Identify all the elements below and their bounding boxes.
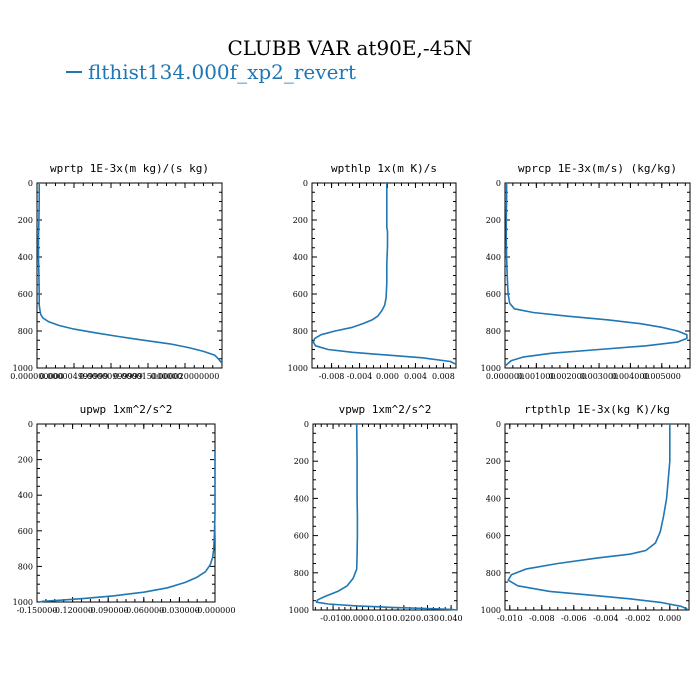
panel-1-ytick-label: 1000 <box>13 364 33 373</box>
panel-5-ytick-label: 800 <box>294 569 309 578</box>
panel-6-ytick-label: 1000 <box>481 606 501 615</box>
panel-5-xtick-label: 0.040 <box>440 614 463 623</box>
panel-2-xtick-label: 0.008 <box>432 372 455 381</box>
panel-3-xtick-label: 0.002000 <box>549 372 587 381</box>
panel-2-ytick-label: 1000 <box>288 364 308 373</box>
panel-3-ytick-label: 600 <box>486 290 501 299</box>
panel-5-xtick-label: -0.010 <box>320 614 346 623</box>
panel-2-series-line <box>312 183 457 366</box>
panel-4-xtick-label: -0.150000 <box>17 606 58 615</box>
panel-3-frame <box>504 182 691 369</box>
panel-6-xtick-label: 0.000 <box>658 614 681 623</box>
panel-4-ytick-label: 1000 <box>13 598 33 607</box>
panel-6-xtick-label: -0.010 <box>497 614 523 623</box>
panel-4-series-line <box>39 450 216 603</box>
panel-2-ytick-label: 0 <box>303 179 308 188</box>
panel-5-xtick-label: 0.010 <box>369 614 392 623</box>
panel-3-title: wprcp 1E-3x(m/s) (kg/kg) <box>518 162 677 175</box>
panel-5-series-line <box>315 423 458 611</box>
panel-6-series-line <box>507 424 688 610</box>
panel-1-xtick-label: 0.000015000000 <box>114 372 183 381</box>
panel-6-ytick-label: 200 <box>486 457 501 466</box>
panel-1-frame <box>36 182 223 369</box>
panel-4-ytick-label: 400 <box>18 491 33 500</box>
panel-3-xtick-label: 0.000000 <box>486 372 524 381</box>
panel-5-ytick-label: 400 <box>294 494 309 503</box>
panel-5-ytick-label: 0 <box>304 420 309 429</box>
panel-4-frame <box>36 423 216 603</box>
panel-3-xtick-label: 0.005000 <box>643 372 681 381</box>
panel-6-ytick-label: 400 <box>486 494 501 503</box>
panel-4-xtick-label: -0.090000 <box>88 606 129 615</box>
panel-2-ytick-label: 200 <box>293 216 308 225</box>
panel-3-ytick-label: 800 <box>486 327 501 336</box>
panel-6-xtick-label: -0.004 <box>593 614 619 623</box>
panel-4-ytick-label: 0 <box>28 420 33 429</box>
panel-5-title: vpwp 1xm^2/s^2 <box>339 403 432 416</box>
panel-1-xtick-label: 0.00000999999 <box>79 372 143 381</box>
panel-1-ytick-label: 200 <box>18 216 33 225</box>
panel-1-ytick-label: 400 <box>18 253 33 262</box>
panel-2-ytick-label: 600 <box>293 290 308 299</box>
panel-4-ytick-label: 600 <box>18 527 33 536</box>
panel-5-xtick-label: 0.020 <box>392 614 415 623</box>
panel-5-xtick-label: 0.000 <box>345 614 368 623</box>
panel-5-ytick-label: 600 <box>294 532 309 541</box>
panel-4-xtick-label: -0.060000 <box>123 606 164 615</box>
panel-6-ytick-label: 600 <box>486 532 501 541</box>
panel-2-xtick-label: 0.004 <box>404 372 427 381</box>
panel-4-ytick-label: 200 <box>18 456 33 465</box>
panel-5-xtick-label: 0.030 <box>416 614 439 623</box>
panel-2-xtick-label: -0.004 <box>347 372 373 381</box>
panel-4-ytick-label: 800 <box>18 562 33 571</box>
panel-3-ytick-label: 1000 <box>481 364 501 373</box>
panel-1-xtick-label: 0.000000000 <box>10 372 63 381</box>
legend-label: flthist134.000f_xp2_revert <box>88 60 356 84</box>
panel-2-ytick-label: 400 <box>293 253 308 262</box>
panel-6-ytick-label: 0 <box>496 420 501 429</box>
panel-6-frame <box>504 423 690 611</box>
panel-4-xtick-label: -0.030000 <box>159 606 200 615</box>
panel-5-ytick-label: 1000 <box>289 606 309 615</box>
panel-1-ytick-label: 800 <box>18 327 33 336</box>
panel-1-xtick-label: 0.000020000000 <box>151 372 220 381</box>
panel-6-title: rtpthlp 1E-3x(kg K)/kg <box>524 403 670 416</box>
panel-4-xtick-label: -0.000000 <box>195 606 236 615</box>
panel-3-series-line <box>504 183 688 367</box>
panel-1-series-line <box>37 183 223 364</box>
panel-6-xtick-label: -0.002 <box>625 614 651 623</box>
panel-6-ytick-label: 800 <box>486 569 501 578</box>
figure-title: CLUBB VAR at90E,-45N <box>227 36 473 60</box>
panel-3-ytick-label: 400 <box>486 253 501 262</box>
panel-6-xtick-label: -0.008 <box>529 614 555 623</box>
panel-4-title: upwp 1xm^2/s^2 <box>80 403 173 416</box>
panel-5-frame <box>312 423 458 611</box>
panel-2-ytick-label: 800 <box>293 327 308 336</box>
panel-2-xtick-label: 0.000 <box>376 372 399 381</box>
panel-1-ytick-label: 600 <box>18 290 33 299</box>
panel-2-title: wpthlp 1x(m K)/s <box>331 162 437 175</box>
panel-3-ytick-label: 0 <box>496 179 501 188</box>
panel-1-xtick-label: 0.000004999999 <box>40 372 109 381</box>
panel-1-ytick-label: 0 <box>28 179 33 188</box>
panel-5-ytick-label: 200 <box>294 457 309 466</box>
panel-3-xtick-label: 0.001000 <box>517 372 555 381</box>
panel-3-xtick-label: 0.004000 <box>611 372 649 381</box>
panel-3-ytick-label: 200 <box>486 216 501 225</box>
panel-3-xtick-label: 0.003000 <box>580 372 618 381</box>
legend-line-swatch <box>66 70 82 73</box>
panel-2-xtick-label: -0.008 <box>319 372 345 381</box>
panel-2-frame <box>311 182 457 369</box>
panel-4-xtick-label: -0.120000 <box>52 606 93 615</box>
legend: flthist134.000f_xp2_revert <box>66 60 356 84</box>
panel-1-title: wprtp 1E-3x(m kg)/(s kg) <box>50 162 209 175</box>
panel-6-xtick-label: -0.006 <box>561 614 587 623</box>
